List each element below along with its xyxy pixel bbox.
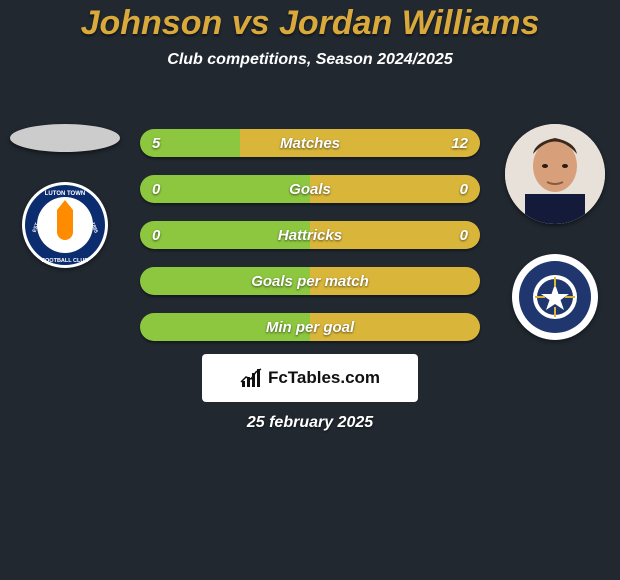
watermark: FcTables.com <box>202 354 418 402</box>
right-club-crest <box>512 254 598 340</box>
stat-bar: Min per goal <box>140 313 480 341</box>
bar-label: Goals per match <box>140 267 480 295</box>
stat-bar: 00Hattricks <box>140 221 480 249</box>
date-line: 25 february 2025 <box>0 414 620 432</box>
right-player-column <box>500 124 610 340</box>
svg-text:FOOTBALL CLUB: FOOTBALL CLUB <box>42 258 89 264</box>
chart-icon <box>240 367 262 389</box>
stat-bar: 512Matches <box>140 129 480 157</box>
stat-bar: 00Goals <box>140 175 480 203</box>
left-club-crest: LUTON TOWN FOOTBALL CLUB EST 1885 <box>22 182 108 268</box>
bar-label: Matches <box>140 129 480 157</box>
stat-bars: 512Matches 00Goals 00Hattricks Goals per ma… <box>140 129 480 341</box>
bar-label: Goals <box>140 175 480 203</box>
svg-text:LUTON TOWN: LUTON TOWN <box>45 191 85 197</box>
bar-label: Hattricks <box>140 221 480 249</box>
stat-bar: Goals per match <box>140 267 480 295</box>
left-player-column: LUTON TOWN FOOTBALL CLUB EST 1885 <box>10 124 120 268</box>
bar-label: Min per goal <box>140 313 480 341</box>
right-player-avatar <box>505 124 605 224</box>
left-player-avatar <box>10 124 120 152</box>
page-title: Johnson vs Jordan Williams <box>0 4 620 43</box>
page-subtitle: Club competitions, Season 2024/2025 <box>0 51 620 69</box>
watermark-text: FcTables.com <box>268 368 380 388</box>
comparison-infographic: Johnson vs Jordan Williams Club competit… <box>0 4 620 580</box>
